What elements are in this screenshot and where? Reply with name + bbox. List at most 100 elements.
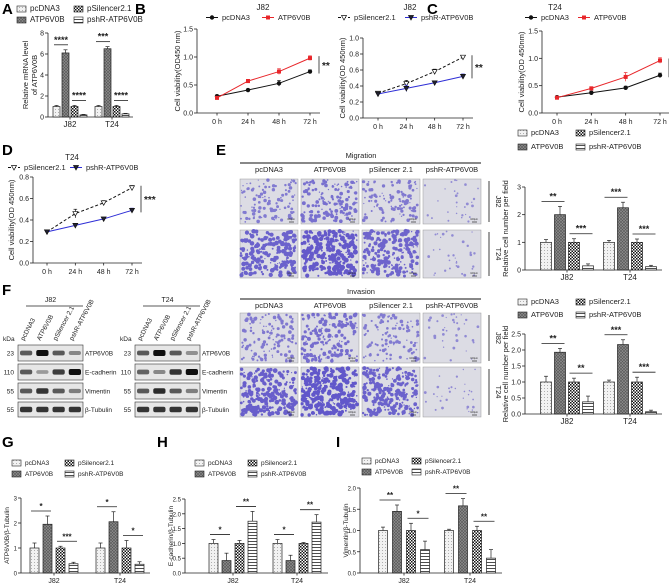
chart-i: 0.0 0.5 1.0 1.5 2.0 Vimentin/β-Tubulin J82 T24 *…	[343, 457, 502, 584]
protein-band	[36, 388, 49, 394]
bar-atp6v0b-t24	[617, 344, 629, 415]
chart-d: 0.0 0.2 0.4 0.6 0.8 0 h 24 h 48 h 72 h Cell viabi…	[7, 153, 156, 276]
x-tick-label: 24 h	[241, 119, 255, 126]
legend: pcDNA3 pSilencer2.1 ATP6V0B pshR-ATP6V0B	[194, 459, 306, 478]
marker-square	[589, 86, 594, 91]
legend-swatch	[575, 129, 586, 137]
y-tick-label: 0.4	[19, 218, 29, 225]
legend-label: ATP6V0B	[278, 13, 310, 22]
bar-psilencer2.1-j82	[70, 106, 79, 118]
protein-band	[153, 369, 166, 375]
blot-strip	[17, 344, 84, 362]
marker-triangle	[72, 165, 80, 171]
y-tick-label: 1.5	[511, 364, 521, 371]
stained-cells	[427, 230, 476, 277]
bar-atp6v0b-t24	[103, 48, 112, 118]
bar-pcdna3-t24	[603, 381, 615, 415]
scale-bar-label: 100μm	[348, 218, 356, 221]
bar-pshr-atp6v0b-j82	[420, 549, 430, 574]
bar-pcdna3-t24	[603, 241, 615, 271]
significance-label: *	[416, 509, 420, 518]
significance-label: **	[475, 63, 483, 74]
y-axis-label: Cell viability(OD450 nm)	[173, 30, 182, 111]
marker-circle	[209, 15, 215, 20]
bar-pcdna3-j82	[540, 241, 552, 271]
column-label: ATP6V0B	[314, 165, 346, 174]
micrograph: 100μm	[300, 312, 360, 364]
bar-pcdna3-j82	[29, 547, 40, 574]
marker-triangle	[128, 207, 136, 214]
legend-label: pSilencer2.1	[589, 297, 631, 306]
bar-pshr-atp6v0b-t24	[311, 521, 322, 574]
legend-swatch	[11, 459, 22, 467]
x-tick-label: T24	[464, 578, 476, 584]
legend-label: pcDNA3	[541, 13, 569, 22]
x-tick-label: 72 h	[653, 119, 667, 126]
chart-title: J82	[404, 3, 417, 12]
column-label: pcDNA3	[255, 301, 283, 310]
legend-label: pSilencer2.1	[425, 458, 462, 465]
chart-a: 0 2 4 6 8 Relative mRNA level of ATP6V0B J82 T24…	[16, 4, 143, 129]
y-tick-label: 0.8	[19, 175, 29, 182]
kda-marker: 110	[121, 370, 132, 377]
protein-band	[169, 406, 182, 413]
y-tick-label: 1.5	[528, 29, 538, 36]
protein-band	[137, 406, 150, 413]
bar-pshr-atp6v0b-t24	[121, 113, 130, 118]
significance-label: ****	[72, 90, 87, 100]
legend-swatch	[73, 5, 84, 13]
bar-psilencer2.1-j82	[406, 530, 416, 574]
x-tick-label: J82	[561, 417, 574, 426]
protein-band	[169, 369, 182, 375]
row-label: T24	[494, 248, 503, 261]
protein-band	[185, 406, 198, 413]
marker-square	[266, 15, 270, 20]
y-tick-label: 0.0	[183, 111, 193, 118]
protein-band	[20, 369, 33, 375]
protein-band	[52, 406, 65, 413]
legend-swatch	[16, 16, 27, 24]
kda-label: kDa	[3, 336, 15, 343]
y-tick-label: 4	[40, 73, 44, 80]
marker-triangle	[403, 86, 410, 92]
assay-title: Invasion	[347, 287, 375, 296]
chart-title: T24	[65, 153, 79, 162]
chart-h: 0.0 0.5 1.0 1.5 2.0 2.5 E-cadherin/β-Tubulin J8…	[168, 459, 328, 584]
protein-band	[68, 406, 81, 413]
y-tick-label: 0.2	[349, 100, 359, 107]
significance-label: **	[322, 61, 330, 72]
protein-band	[137, 388, 150, 394]
x-tick-label: J82	[398, 578, 409, 584]
significance-label: **	[549, 333, 557, 343]
bar-atp6v0b-t24	[285, 560, 296, 574]
scale-bar-label: 100μm	[470, 411, 478, 414]
protein-label: ATP6V0B	[85, 351, 113, 358]
x-tick-label: J82	[227, 578, 238, 584]
marker-triangle	[459, 74, 467, 80]
bar-pshr-atp6v0b-j82	[582, 265, 594, 271]
y-tick-label: 0	[14, 572, 18, 578]
marker-square	[555, 95, 559, 100]
y-tick-label: 3	[14, 497, 18, 503]
y-tick-label: 0.0	[173, 572, 182, 578]
bar-psilencer2.1-t24	[112, 106, 121, 118]
legend-swatch	[64, 459, 75, 467]
row-label: J82	[494, 195, 503, 207]
legend-label: pSilencer2.1	[589, 128, 631, 137]
y-tick-label: 2	[517, 212, 521, 219]
bar-pshr-atp6v0b-j82	[582, 401, 594, 415]
legend-swatch	[361, 457, 372, 465]
y-axis-label: E-cadherin/β-Tubulin	[168, 506, 175, 567]
protein-band	[169, 350, 182, 356]
legend-swatch	[517, 143, 528, 151]
marker-square	[623, 74, 628, 79]
invasion-images: Invasion pcDNA3 ATP6V0B pSilencer 2.1 pshR-A…	[239, 287, 503, 418]
blot-strip	[134, 382, 201, 400]
legend-label: pSilencer2.1	[78, 460, 115, 467]
protein-band	[52, 388, 65, 394]
scale-bar-label: 100μm	[348, 411, 356, 414]
y-tick-label: 3	[517, 185, 521, 192]
legend-swatch	[517, 129, 528, 137]
marker-triangle	[459, 54, 467, 61]
legend: pcDNA3 pSilencer2.1 ATP6V0B pshR-ATP6V0B	[361, 457, 470, 476]
